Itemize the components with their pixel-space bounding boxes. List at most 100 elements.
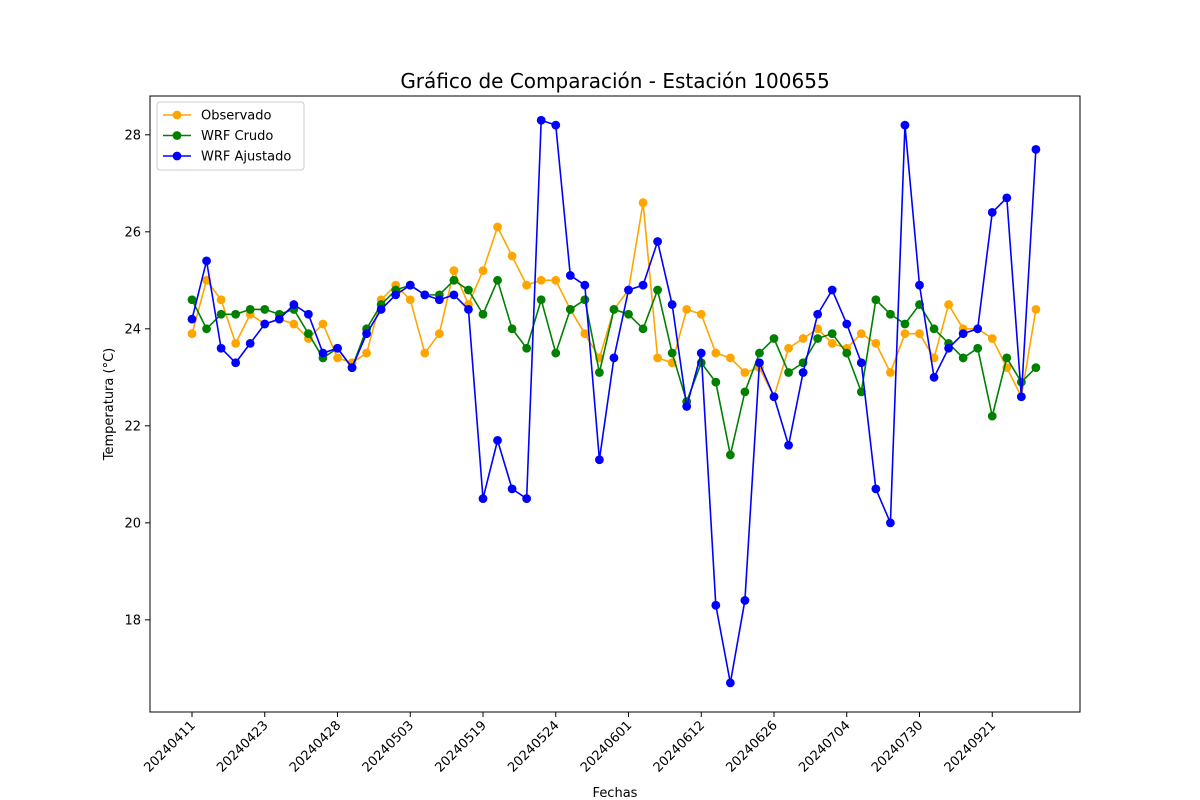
legend-label: Observado <box>201 109 272 124</box>
data-point <box>231 338 241 348</box>
y-tick-label: 28 <box>124 128 141 143</box>
data-point <box>318 348 328 358</box>
series-line <box>191 119 1037 684</box>
data-point <box>624 309 633 319</box>
data-point <box>464 305 473 314</box>
data-point <box>696 348 706 358</box>
data-point <box>856 387 866 397</box>
legend-label: WRF Crudo <box>201 129 273 144</box>
data-point <box>682 402 692 411</box>
x-tick-label: 20240601 <box>578 718 635 775</box>
data-point <box>784 343 793 353</box>
legend-entry: Observado <box>163 109 272 124</box>
data-point <box>565 271 575 280</box>
data-point <box>493 435 502 445</box>
data-point <box>682 305 692 314</box>
data-point <box>449 290 459 300</box>
data-point <box>289 300 299 309</box>
data-point <box>595 368 604 377</box>
data-point <box>580 295 590 305</box>
data-point <box>405 280 415 290</box>
legend-marker <box>172 110 182 120</box>
data-point <box>711 377 721 387</box>
data-point <box>667 300 677 309</box>
data-point <box>813 309 823 319</box>
data-point <box>1016 377 1026 387</box>
x-tick-label: 20240704 <box>796 718 853 775</box>
data-point <box>434 329 444 339</box>
data-point <box>827 329 837 339</box>
x-axis: 20240411 20240423 20240428 20240503 20240519… <box>141 712 999 776</box>
data-point <box>653 285 662 295</box>
data-point <box>216 309 226 319</box>
data-point <box>187 295 197 305</box>
data-point <box>347 363 357 373</box>
data-point <box>522 343 532 353</box>
legend-marker <box>172 131 182 140</box>
x-tick-label: 20240524 <box>505 718 562 775</box>
series-2 <box>187 115 1041 688</box>
data-point <box>842 348 852 358</box>
data-point <box>536 115 546 125</box>
data-point <box>434 295 444 305</box>
data-point <box>958 329 968 339</box>
data-point <box>405 295 415 305</box>
data-point <box>638 324 648 334</box>
data-point <box>725 353 735 363</box>
data-point <box>929 324 939 334</box>
legend: Observado WRF Crudo WRF Ajustado <box>156 101 305 171</box>
y-tick-label: 26 <box>124 225 141 240</box>
data-point <box>304 309 313 319</box>
legend-marker <box>172 151 182 161</box>
data-point <box>653 237 662 246</box>
data-point <box>187 314 197 324</box>
data-point <box>740 368 750 377</box>
data-point <box>478 309 488 319</box>
data-point <box>507 484 517 494</box>
data-point <box>522 494 532 503</box>
data-point <box>522 280 532 290</box>
data-point <box>493 275 502 285</box>
data-point <box>944 300 953 309</box>
y-axis-label: Temperatura (°C) <box>102 348 117 461</box>
data-point <box>362 348 371 358</box>
data-point <box>420 348 430 358</box>
series-1 <box>187 275 1041 460</box>
data-point <box>609 305 619 314</box>
data-point <box>565 305 575 314</box>
data-point <box>595 455 604 465</box>
data-point <box>987 334 997 343</box>
data-point <box>784 368 793 377</box>
data-point <box>449 266 459 276</box>
data-point <box>1002 353 1012 363</box>
data-point <box>711 348 721 358</box>
data-point <box>813 324 823 334</box>
legend-label: WRF Ajustado <box>201 150 291 165</box>
data-point <box>740 387 750 397</box>
x-tick-label: 20240730 <box>869 718 926 775</box>
data-point <box>638 280 648 290</box>
x-tick-label: 20240519 <box>432 718 489 775</box>
data-point <box>304 329 313 339</box>
data-point <box>507 251 517 261</box>
x-axis-label: Fechas <box>593 786 638 800</box>
data-point <box>827 285 837 295</box>
data-point <box>493 222 502 232</box>
data-point <box>1016 392 1026 402</box>
data-point <box>740 596 750 605</box>
data-point <box>245 338 255 348</box>
legend-box <box>156 101 305 171</box>
data-point <box>391 290 401 300</box>
x-tick-label: 20240411 <box>141 718 198 775</box>
y-tick-label: 20 <box>124 516 141 531</box>
data-point <box>216 343 226 353</box>
data-point <box>900 329 910 339</box>
series-line <box>191 201 1037 398</box>
data-point <box>915 329 924 339</box>
data-point <box>333 343 342 353</box>
data-point <box>551 348 561 358</box>
data-point <box>871 338 881 348</box>
data-point <box>900 319 910 329</box>
data-point <box>1031 305 1041 314</box>
